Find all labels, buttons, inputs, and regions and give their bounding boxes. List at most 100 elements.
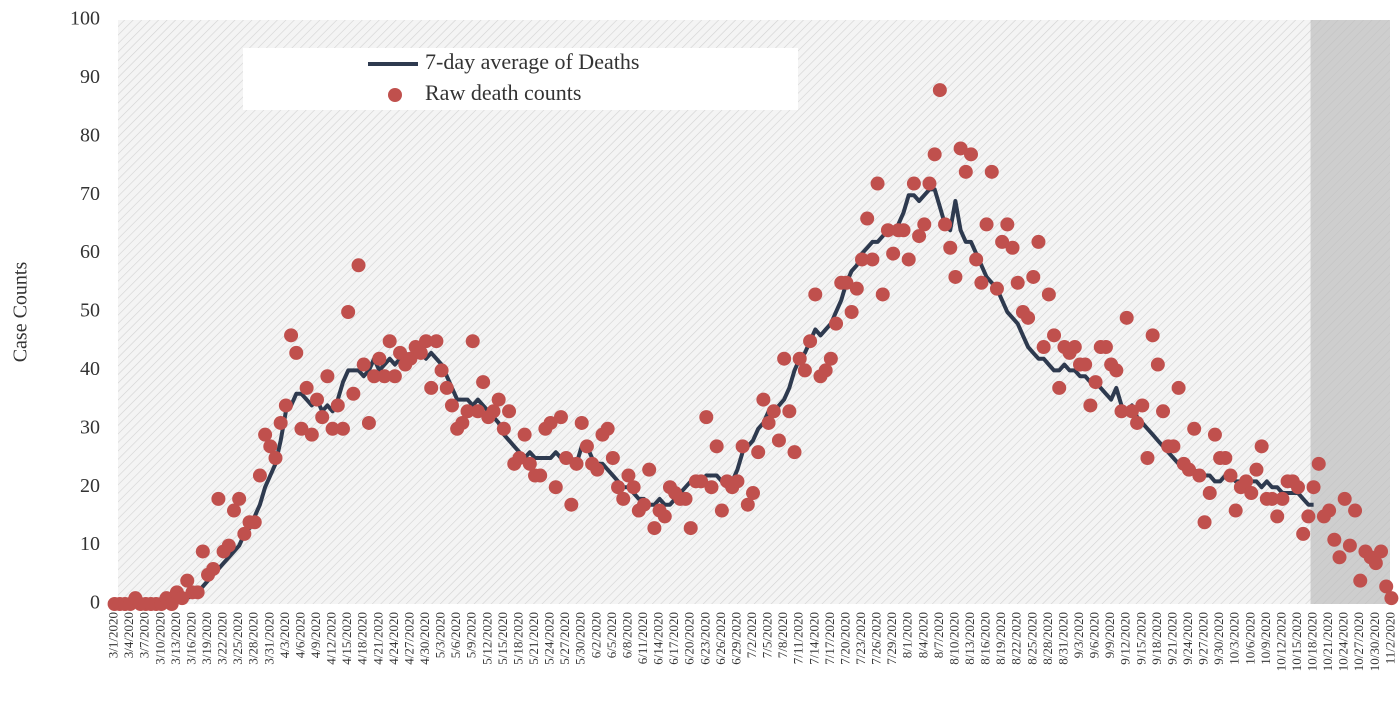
data-point xyxy=(434,363,449,378)
data-point xyxy=(315,410,330,425)
x-tick-label: 4/9/2020 xyxy=(308,612,323,658)
x-tick-label: 9/27/2020 xyxy=(1196,612,1211,665)
x-tick-label: 8/1/2020 xyxy=(900,612,915,658)
data-point xyxy=(1353,573,1368,588)
data-point xyxy=(367,369,382,384)
data-point xyxy=(470,404,485,419)
x-tick-label: 9/12/2020 xyxy=(1118,612,1133,665)
data-point xyxy=(377,369,392,384)
data-point xyxy=(1036,340,1051,355)
x-tick-label: 7/8/2020 xyxy=(775,612,790,658)
data-point xyxy=(854,252,869,267)
y-tick-label: 30 xyxy=(80,416,100,438)
x-tick-label: 8/22/2020 xyxy=(1009,612,1024,665)
data-point xyxy=(491,392,506,407)
data-point xyxy=(756,392,771,407)
data-point xyxy=(548,480,563,495)
data-point xyxy=(865,252,880,267)
x-tick-label: 7/14/2020 xyxy=(806,612,821,665)
data-point xyxy=(1368,556,1383,571)
data-point xyxy=(1098,340,1113,355)
data-point xyxy=(502,404,517,419)
x-tick-label: 4/18/2020 xyxy=(355,612,370,665)
data-point xyxy=(1197,515,1212,530)
data-point xyxy=(1244,486,1259,501)
y-tick-label: 10 xyxy=(80,533,100,555)
data-point xyxy=(1322,503,1337,518)
y-tick-label: 90 xyxy=(80,66,100,88)
data-point xyxy=(912,229,927,244)
data-point xyxy=(906,176,921,191)
data-point xyxy=(1187,421,1202,436)
x-tick-label: 6/5/2020 xyxy=(604,612,619,658)
x-tick-label: 7/11/2020 xyxy=(791,612,806,664)
data-point xyxy=(989,281,1004,296)
x-tick-label: 10/18/2020 xyxy=(1305,612,1320,671)
x-tick-label: 8/10/2020 xyxy=(946,612,961,665)
x-tick-label: 6/20/2020 xyxy=(682,612,697,665)
data-point xyxy=(232,491,247,506)
data-point xyxy=(642,462,657,477)
data-point xyxy=(1150,357,1165,372)
data-point xyxy=(751,445,766,460)
data-point xyxy=(335,421,350,436)
data-point xyxy=(1130,415,1145,430)
data-point xyxy=(1026,269,1041,284)
x-tick-label: 6/29/2020 xyxy=(728,612,743,665)
x-tick-label: 6/14/2020 xyxy=(651,612,666,665)
data-point xyxy=(304,427,319,442)
data-point xyxy=(1207,427,1222,442)
x-tick-label: 4/15/2020 xyxy=(339,612,354,665)
data-point xyxy=(1270,509,1285,524)
data-point xyxy=(1342,538,1357,553)
x-tick-label: 6/26/2020 xyxy=(713,612,728,665)
x-tick-label: 3/16/2020 xyxy=(183,612,198,665)
data-point xyxy=(330,398,345,413)
data-point xyxy=(439,380,454,395)
x-tick-label: 4/12/2020 xyxy=(324,612,339,665)
x-tick-label: 9/9/2020 xyxy=(1102,612,1117,658)
data-point xyxy=(465,334,480,349)
data-point xyxy=(974,275,989,290)
x-tick-label: 5/18/2020 xyxy=(510,612,525,665)
legend-label: 7-day average of Deaths xyxy=(425,49,639,74)
x-tick-label: 3/25/2020 xyxy=(230,612,245,665)
x-tick-label: 10/21/2020 xyxy=(1320,612,1335,671)
data-point xyxy=(896,223,911,238)
data-point xyxy=(559,451,574,465)
x-tick-label: 10/6/2020 xyxy=(1242,612,1257,665)
x-tick-label: 5/15/2020 xyxy=(495,612,510,665)
legend-label: Raw death counts xyxy=(425,80,581,105)
x-tick-label: 6/17/2020 xyxy=(666,612,681,665)
data-point xyxy=(382,334,397,349)
x-tick-label: 3/10/2020 xyxy=(152,612,167,665)
data-point xyxy=(175,591,190,606)
x-tick-label: 9/6/2020 xyxy=(1087,612,1102,658)
data-point xyxy=(1083,398,1098,413)
data-point xyxy=(190,585,205,600)
data-point xyxy=(564,497,579,512)
data-point xyxy=(278,398,293,413)
data-point xyxy=(746,486,760,501)
data-point xyxy=(740,497,755,512)
y-tick-label: 70 xyxy=(80,183,100,205)
data-point xyxy=(1114,404,1129,419)
x-tick-label: 10/12/2020 xyxy=(1273,612,1288,671)
data-point xyxy=(517,427,532,442)
x-tick-label: 6/8/2020 xyxy=(619,612,634,658)
data-point xyxy=(455,415,470,430)
data-point xyxy=(211,491,226,506)
x-tick-label: 5/24/2020 xyxy=(542,612,557,665)
data-point xyxy=(195,544,210,559)
data-point xyxy=(180,573,195,588)
x-tick-label: 8/7/2020 xyxy=(931,612,946,658)
data-point xyxy=(714,503,729,518)
data-point xyxy=(486,404,501,419)
data-point xyxy=(901,252,916,267)
x-tick-label: 7/2/2020 xyxy=(744,612,759,658)
data-point xyxy=(886,246,901,261)
data-point xyxy=(1218,451,1233,465)
data-point xyxy=(164,597,179,611)
data-point xyxy=(387,369,402,384)
data-point xyxy=(849,281,864,296)
